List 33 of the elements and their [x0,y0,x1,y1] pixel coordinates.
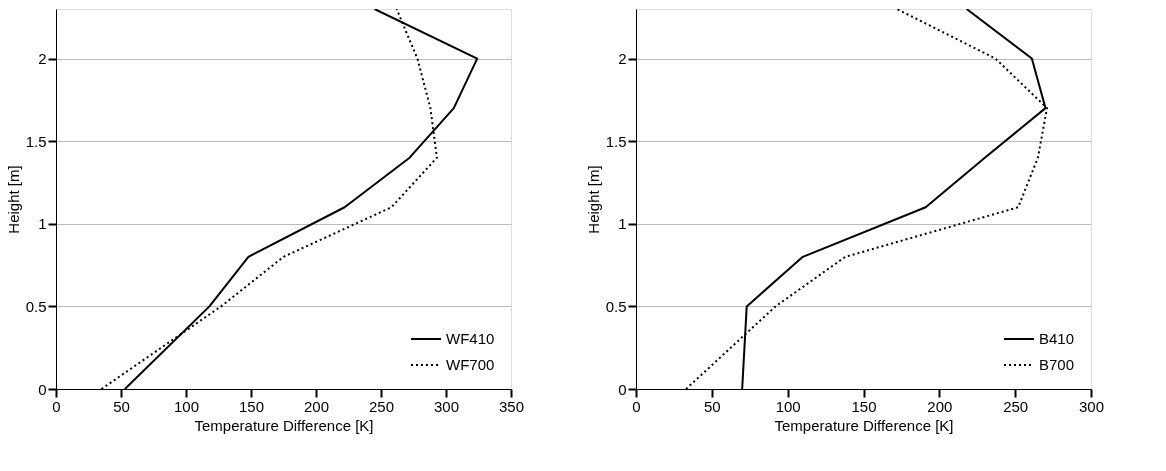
y-tick-label: 1.5 [605,132,627,150]
x-tick-label: 350 [498,397,525,415]
x-axis-title: Temperature Difference [K] [774,416,954,434]
x-tick-label: 100 [775,397,801,415]
x-tick-label: 300 [1078,397,1105,415]
x-tick-label: 300 [433,397,460,415]
x-tick-label: 100 [173,397,200,415]
y-axis-title: Height [m] [584,165,602,234]
y-tick-label: 1.5 [25,132,47,150]
y-axis-title: Height [m] [4,165,22,234]
x-tick-label: 250 [1003,397,1029,415]
y-tick-label: 0 [38,380,47,398]
y-tick-label: 0.5 [605,297,627,315]
legend-label: B700 [1039,356,1075,373]
x-tick-label: 50 [703,397,721,415]
legend-label: B410 [1039,330,1075,347]
x-tick-label: 250 [368,397,395,415]
x-tick-label: 0 [632,397,641,415]
y-tick-label: 0.5 [25,297,47,315]
y-tick-label: 0 [618,380,627,398]
x-tick-label: 200 [303,397,330,415]
x-tick-label: 200 [927,397,953,415]
y-tick-label: 2 [38,50,47,68]
x-axis-title: Temperature Difference [K] [194,416,374,434]
legend-label: WF700 [446,356,495,373]
legend-label: WF410 [446,330,495,347]
y-tick-label: 1 [618,215,627,233]
x-tick-label: 150 [851,397,877,415]
x-tick-label: 50 [113,397,130,415]
y-tick-label: 1 [38,215,47,233]
x-tick-label: 150 [238,397,265,415]
y-tick-label: 2 [618,50,627,68]
x-tick-label: 0 [52,397,61,415]
